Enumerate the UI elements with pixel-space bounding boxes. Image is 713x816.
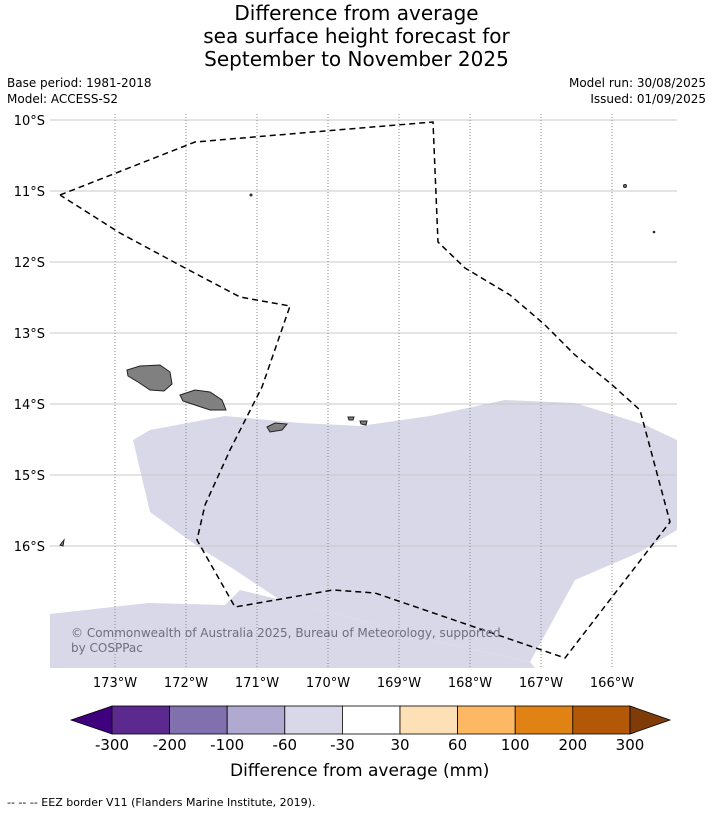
lon-label: 168°W xyxy=(448,676,492,691)
colorbar-segment xyxy=(399,705,458,735)
lon-label: 172°W xyxy=(164,676,208,691)
colorbar-segment xyxy=(341,705,401,735)
lon-label: 166°W xyxy=(590,676,634,691)
meta-left: Base period: 1981-2018 Model: ACCESS-S2 xyxy=(7,75,152,107)
eez-footnote: -- -- -- EEZ border V11 (Flanders Marine… xyxy=(7,796,316,809)
colorbar-tick-label: -60 xyxy=(272,736,298,754)
swains-islet xyxy=(249,193,253,197)
lat-label: 10°S xyxy=(14,114,45,129)
lon-label: 170°W xyxy=(306,676,350,691)
colorbar-tick-label: -200 xyxy=(152,736,187,754)
map-panel: 10°S 11°S 12°S 13°S 14°S 15°S 16°S 173°W… xyxy=(14,114,677,691)
colorbar-title: Difference from average (mm) xyxy=(230,761,490,781)
colorbar-tick-label: -30 xyxy=(330,736,355,754)
colorbar-segment xyxy=(169,705,228,735)
tutuila-island xyxy=(266,422,288,433)
lat-gridlines xyxy=(50,119,677,547)
colorbar-tick-label: -300 xyxy=(94,736,130,754)
anomaly-region-lower xyxy=(50,590,535,668)
manua-islet-1 xyxy=(347,416,355,421)
east-islet xyxy=(652,230,656,234)
land-masses xyxy=(59,184,656,547)
lat-label: 11°S xyxy=(14,185,45,200)
title-line-3: September to November 2025 xyxy=(204,47,509,71)
lat-label: 12°S xyxy=(14,256,45,271)
colorbar-tick-label: 30 xyxy=(390,736,410,754)
issued-date: Issued: 01/09/2025 xyxy=(590,92,706,106)
base-period: Base period: 1981-2018 xyxy=(7,76,152,90)
copyright-notice: © Commonwealth of Australia 2025, Bureau… xyxy=(71,626,501,655)
colorbar-segment xyxy=(572,705,631,735)
manua-islet-2 xyxy=(359,420,368,426)
lon-label: 167°W xyxy=(519,676,563,691)
eez-border-west xyxy=(59,121,671,659)
upolu-island xyxy=(179,389,227,411)
lat-label: 15°S xyxy=(14,469,45,484)
meta-right: Model run: 30/08/2025 Issued: 01/09/2025 xyxy=(569,75,706,107)
map-title: Difference from average sea surface heig… xyxy=(0,2,713,71)
colorbar-segment xyxy=(111,705,170,735)
colorbar-segment xyxy=(284,705,343,735)
colorbar-tick-label: 200 xyxy=(558,736,588,754)
colorbar-tick-label: 60 xyxy=(448,736,468,754)
lon-gridlines xyxy=(114,114,613,668)
colorbar-tick-label: 300 xyxy=(615,736,645,754)
lon-labels: 173°W 172°W 171°W 170°W 169°W 168°W 167°… xyxy=(93,676,634,691)
colorbar-tick-label: -100 xyxy=(210,736,245,754)
lat-label: 14°S xyxy=(14,398,45,413)
lon-label: 171°W xyxy=(235,676,279,691)
model-run-date: Model run: 30/08/2025 xyxy=(568,76,706,90)
colorbar-segment xyxy=(226,705,286,735)
title-line-2: sea surface height forecast for xyxy=(203,24,510,48)
lat-label: 13°S xyxy=(14,327,45,342)
title-line-1: Difference from average xyxy=(234,1,479,25)
colorbar-tick-label: 100 xyxy=(500,736,530,754)
colorbar xyxy=(69,705,672,735)
eez-borders xyxy=(59,121,671,659)
west-islet xyxy=(59,538,65,547)
northeast-islet xyxy=(623,184,627,188)
savaii-island xyxy=(126,364,173,392)
model-name: Model: ACCESS-S2 xyxy=(7,92,119,106)
lon-label: 173°W xyxy=(93,676,137,691)
lat-label: 16°S xyxy=(14,540,45,555)
colorbar-segment xyxy=(457,705,516,735)
colorbar-segment xyxy=(514,705,574,735)
lon-label: 169°W xyxy=(377,676,421,691)
colorbar-extend-high xyxy=(629,705,672,735)
colorbar-extend-low xyxy=(69,705,113,735)
colorbar-segments xyxy=(69,705,672,735)
lat-labels: 10°S 11°S 12°S 13°S 14°S 15°S 16°S xyxy=(14,114,45,555)
